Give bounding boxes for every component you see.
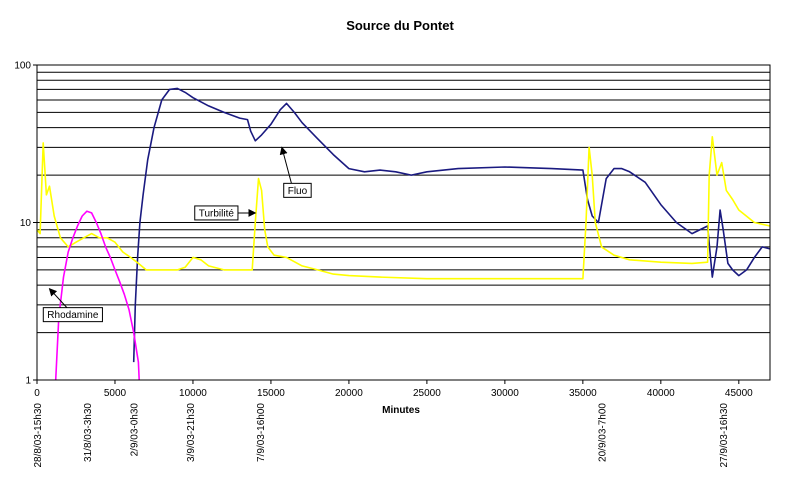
x-tick-label: 35000 <box>569 388 597 399</box>
date-label: 2/9/03-0h30 <box>130 403 141 457</box>
date-label: 31/8/03-3h30 <box>83 403 94 462</box>
x-tick-label: 45000 <box>725 388 753 399</box>
annotation-label: Fluo <box>288 186 308 197</box>
series-group <box>36 87 771 381</box>
x-axis-label: Minutes <box>382 405 420 416</box>
y-tick-label: 100 <box>14 61 31 72</box>
annotation-label: Turbilité <box>199 208 235 219</box>
annotation-box <box>283 182 312 198</box>
date-label: 27/9/03-16h30 <box>719 403 730 468</box>
y-axis: 1 10 100 <box>14 61 37 387</box>
x-tick-label: 5000 <box>104 388 127 399</box>
x-tick-label: 15000 <box>257 388 285 399</box>
date-label: 3/9/03-21h30 <box>186 403 197 462</box>
x-tick-label: 20000 <box>335 388 363 399</box>
annotation-label: Rhodamine <box>47 310 99 321</box>
date-label: 20/9/03-7h00 <box>598 403 609 462</box>
grid-lines <box>37 71 770 334</box>
series-line-rhodamine <box>54 210 140 381</box>
annotation-arrow <box>48 287 68 308</box>
x-tick-label: 30000 <box>491 388 519 399</box>
x-tick-label: 10000 <box>179 388 207 399</box>
annotation-arrow <box>279 146 292 184</box>
chart-title: Source du Pontet <box>346 18 454 33</box>
annotation-box <box>42 307 103 323</box>
x-tick-label: 40000 <box>647 388 675 399</box>
y-tick-label: 10 <box>20 218 32 229</box>
x-tick-label: 0 <box>34 388 40 399</box>
x-axis: 0 5000 10000 15000 20000 25000 30000 35000 40000… <box>34 380 753 399</box>
annotations: Fluo Turbilité Rhodamine <box>42 146 312 323</box>
date-label: 28/8/03-15h30 <box>33 403 44 468</box>
series-line-turbilit <box>36 136 771 280</box>
y-tick-label: 1 <box>25 376 31 387</box>
date-labels: 28/8/03-15h30 31/8/03-3h30 2/9/03-0h30 3/9/… <box>33 403 730 468</box>
date-label: 7/9/03-16h00 <box>256 403 267 462</box>
x-tick-label: 25000 <box>413 388 441 399</box>
series-line-fluo <box>132 87 771 363</box>
